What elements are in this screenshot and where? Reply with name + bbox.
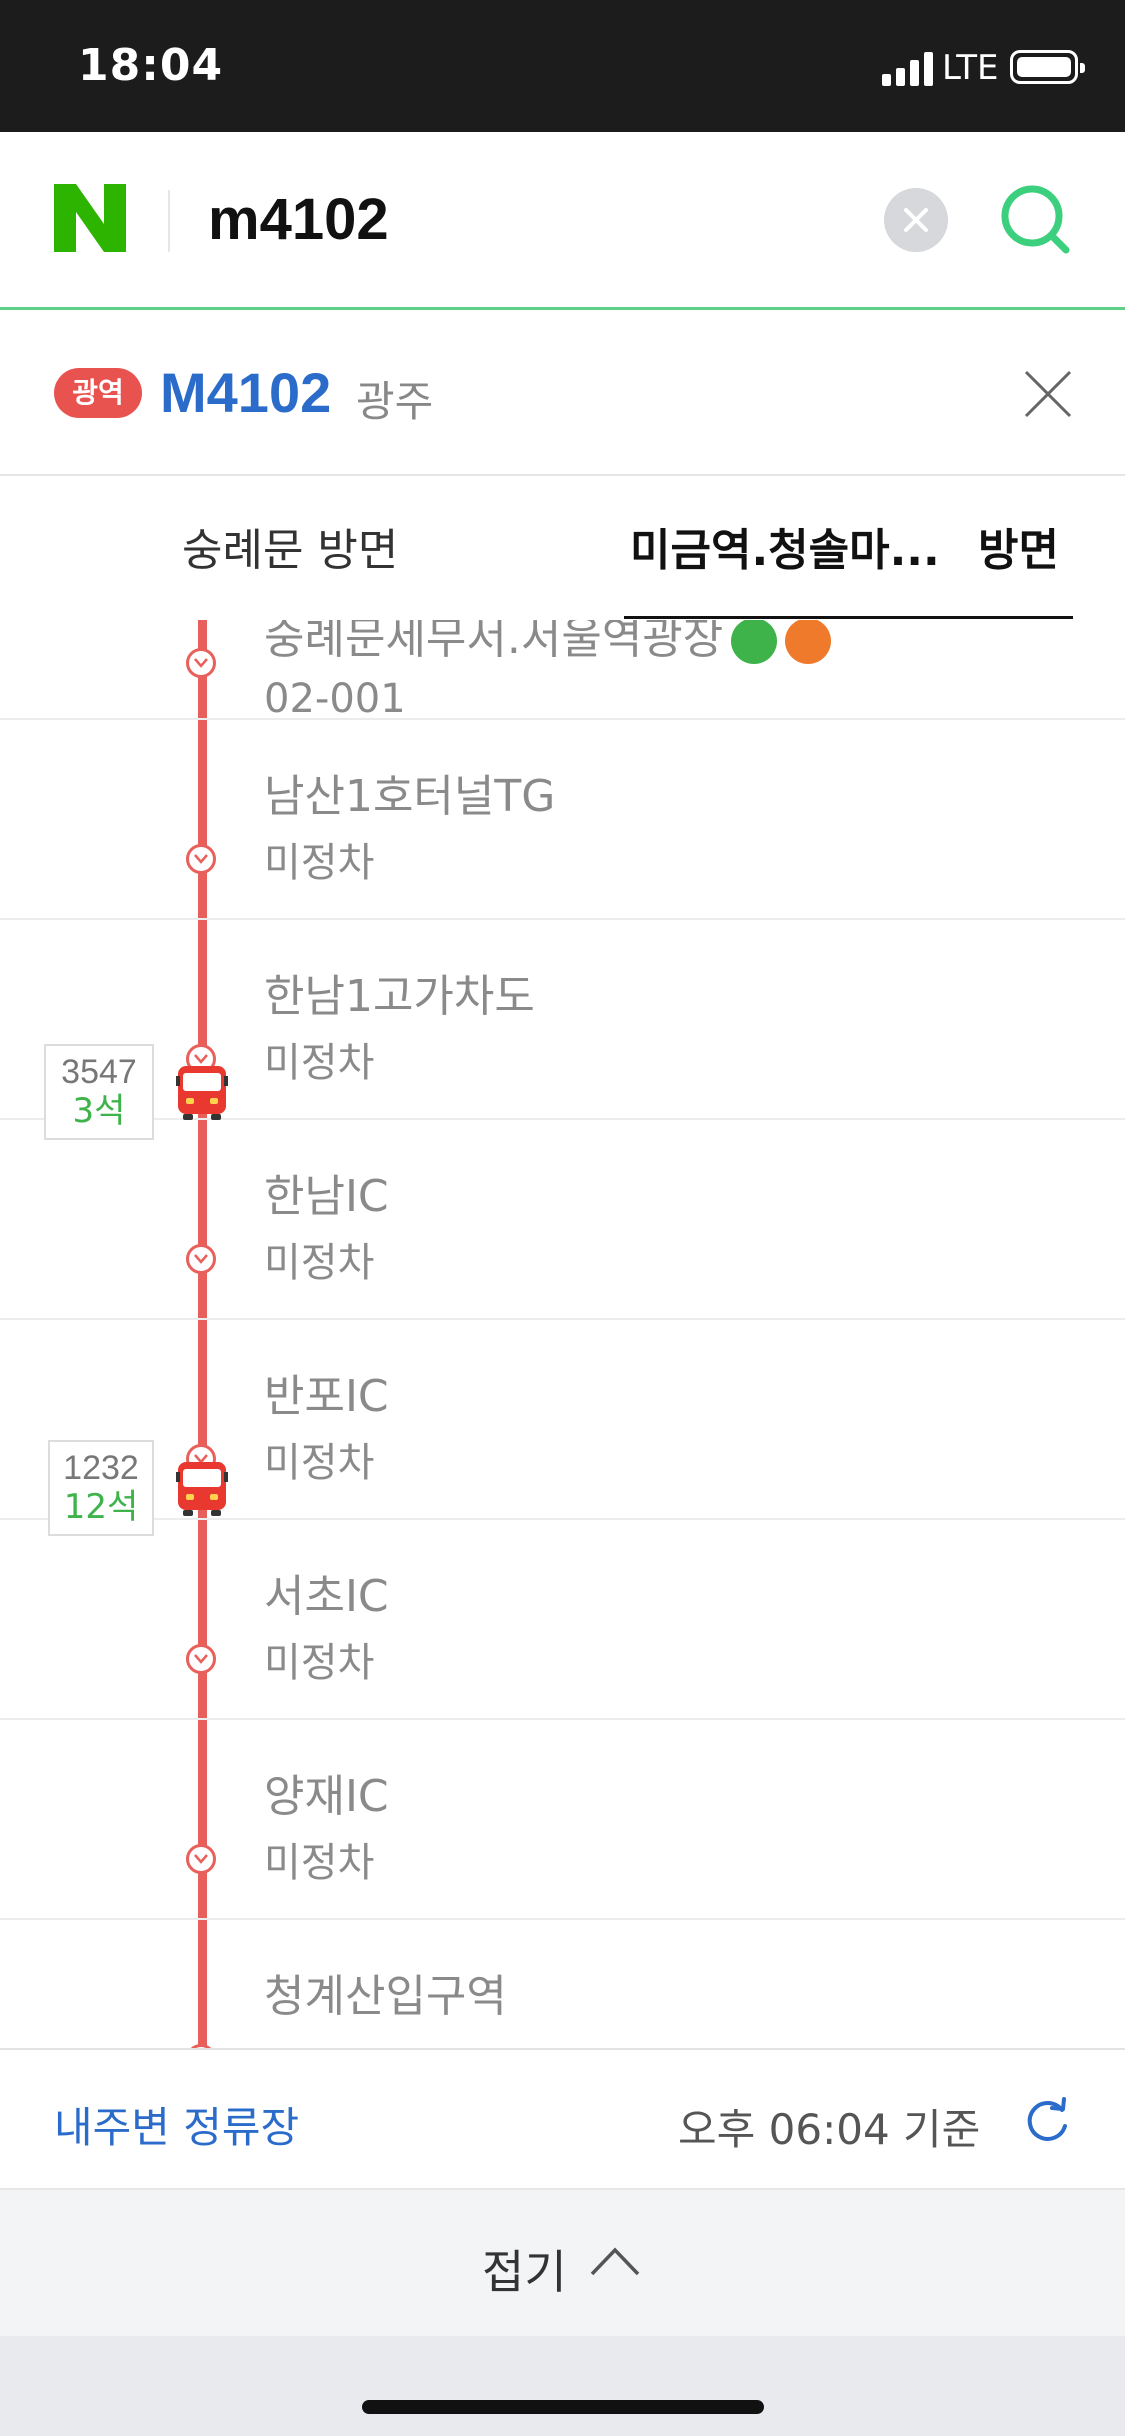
list-item[interactable]: 양재IC 미정차 — [0, 1720, 1125, 1920]
stop-status: 미정차 — [264, 1640, 375, 1686]
stop-name: 청계산입구역 — [264, 1971, 507, 2022]
search-bar: m4102 — [0, 132, 1125, 310]
list-item[interactable]: 서초IC 미정차 — [0, 1520, 1125, 1720]
stop-name: 숭례문세무서.서울역광장 — [264, 620, 832, 666]
chevron-up-icon — [590, 2247, 640, 2276]
bus-icon[interactable] — [172, 1458, 232, 1518]
stop-name: 서초IC — [264, 1571, 389, 1622]
status-time: 18:04 — [78, 40, 224, 91]
bus-available-seats: 12석 — [63, 1487, 139, 1527]
subway-line-4-icon — [785, 620, 832, 664]
route-header: 광역 M4102 광주 — [0, 310, 1125, 476]
nearby-stops-link[interactable]: 내주변 정류장 — [54, 2103, 300, 2152]
list-item[interactable]: 청계산입구역 — [0, 1920, 1125, 2048]
chevron-down-icon — [186, 1844, 216, 1874]
stop-list: 숭례문세무서.서울역광장 02-001 남산1호터널TG 미정차 한남1고가차도… — [0, 620, 1125, 2048]
stop-status: 미정차 — [264, 1240, 375, 1286]
updated-time: 오후 06:04 기준 — [678, 2105, 981, 2154]
signal-icon — [882, 50, 934, 86]
stop-status: 미정차 — [264, 1040, 375, 1086]
network-type: LTE — [942, 48, 999, 88]
naver-logo-icon[interactable] — [54, 184, 126, 252]
battery-icon — [1010, 50, 1085, 84]
search-input[interactable]: m4102 — [208, 187, 389, 252]
bus-icon[interactable] — [172, 1062, 232, 1122]
status-bar: 18:04 LTE — [0, 0, 1125, 132]
collapse-button[interactable]: 접기 — [0, 2188, 1125, 2336]
direction-tabs: 숭례문 방면 미금역.청솔마... 방면 — [0, 476, 1125, 620]
list-item[interactable]: 숭례문세무서.서울역광장 02-001 — [0, 620, 1125, 722]
route-type-badge: 광역 — [54, 368, 142, 418]
tab-selected-indicator — [624, 616, 1073, 619]
chevron-down-icon — [186, 1244, 216, 1274]
subway-line-1-icon — [731, 620, 778, 664]
stop-name: 반포IC — [264, 1371, 389, 1422]
stop-name: 한남IC — [264, 1171, 389, 1222]
list-item[interactable]: 남산1호터널TG 미정차 — [0, 720, 1125, 920]
list-item[interactable]: 반포IC 미정차 1232 12석 — [0, 1320, 1125, 1536]
route-region: 광주 — [356, 377, 434, 426]
clear-icon — [904, 208, 928, 232]
bus-info-box[interactable]: 1232 12석 — [48, 1440, 154, 1536]
search-divider — [168, 190, 170, 252]
stop-name: 양재IC — [264, 1771, 389, 1822]
list-item[interactable]: 한남1고가차도 미정차 3547 3석 — [0, 920, 1125, 1140]
bottom-info-bar: 내주변 정류장 오후 06:04 기준 — [0, 2048, 1125, 2188]
refresh-icon[interactable] — [1022, 2096, 1072, 2146]
search-icon[interactable] — [996, 180, 1076, 260]
close-icon[interactable] — [1020, 366, 1076, 422]
stop-id: 02-001 — [264, 676, 406, 722]
stop-name: 남산1호터널TG — [264, 771, 556, 822]
bus-available-seats: 3석 — [72, 1091, 126, 1131]
tab-direction-suffix: 방면 — [978, 525, 1059, 576]
bus-plate-number: 1232 — [63, 1449, 139, 1487]
chevron-down-icon — [186, 648, 216, 678]
stop-status: 미정차 — [264, 1840, 375, 1886]
list-item[interactable]: 한남IC 미정차 — [0, 1120, 1125, 1320]
home-indicator[interactable] — [362, 2400, 764, 2414]
chevron-down-icon — [186, 1644, 216, 1674]
tab-direction-migeum[interactable]: 미금역.청솔마... 방면 — [630, 514, 1068, 578]
bus-plate-number: 3547 — [61, 1053, 137, 1091]
stop-name: 한남1고가차도 — [264, 971, 535, 1022]
bus-info-box[interactable]: 3547 3석 — [44, 1044, 154, 1140]
home-indicator-area — [0, 2336, 1125, 2436]
stop-status: 미정차 — [264, 840, 375, 886]
route-number: M4102 — [160, 361, 332, 424]
clear-button[interactable] — [884, 188, 948, 252]
collapse-label: 접기 — [482, 2245, 567, 2299]
route-line — [198, 620, 207, 2048]
stop-status: 미정차 — [264, 1440, 375, 1486]
tab-direction-sungnyemun[interactable]: 숭례문 방면 — [182, 525, 399, 576]
chevron-down-icon — [186, 844, 216, 874]
tab-direction-label: 미금역.청솔마... — [630, 525, 940, 576]
